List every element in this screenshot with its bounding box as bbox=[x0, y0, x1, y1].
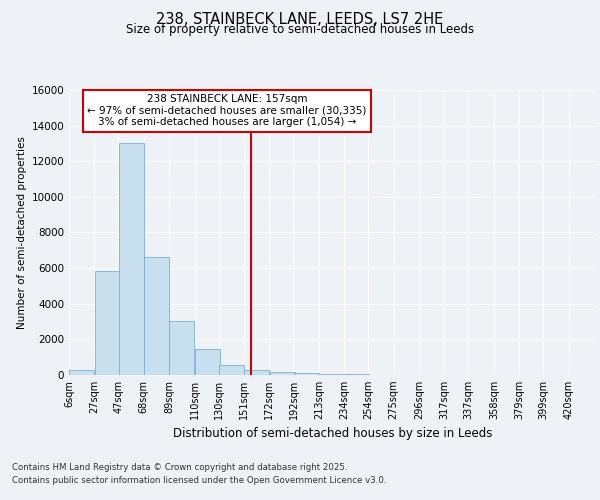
Bar bbox=[194, 348, 220, 375]
Bar bbox=[169, 320, 194, 375]
Bar bbox=[244, 370, 269, 375]
Text: Contains public sector information licensed under the Open Government Licence v3: Contains public sector information licen… bbox=[12, 476, 386, 485]
Bar bbox=[144, 258, 169, 375]
Bar bbox=[119, 144, 143, 375]
Bar bbox=[219, 364, 244, 375]
Text: Contains HM Land Registry data © Crown copyright and database right 2025.: Contains HM Land Registry data © Crown c… bbox=[12, 464, 347, 472]
Text: Size of property relative to semi-detached houses in Leeds: Size of property relative to semi-detach… bbox=[126, 22, 474, 36]
Text: 238, STAINBECK LANE, LEEDS, LS7 2HE: 238, STAINBECK LANE, LEEDS, LS7 2HE bbox=[157, 12, 443, 28]
Bar bbox=[69, 370, 94, 375]
Bar bbox=[95, 271, 119, 375]
Bar bbox=[319, 374, 344, 375]
Text: Distribution of semi-detached houses by size in Leeds: Distribution of semi-detached houses by … bbox=[173, 428, 493, 440]
Bar bbox=[269, 372, 295, 375]
Bar bbox=[344, 374, 370, 375]
Y-axis label: Number of semi-detached properties: Number of semi-detached properties bbox=[17, 136, 27, 329]
Text: 238 STAINBECK LANE: 157sqm
← 97% of semi-detached houses are smaller (30,335)
3%: 238 STAINBECK LANE: 157sqm ← 97% of semi… bbox=[88, 94, 367, 128]
Bar bbox=[293, 373, 319, 375]
